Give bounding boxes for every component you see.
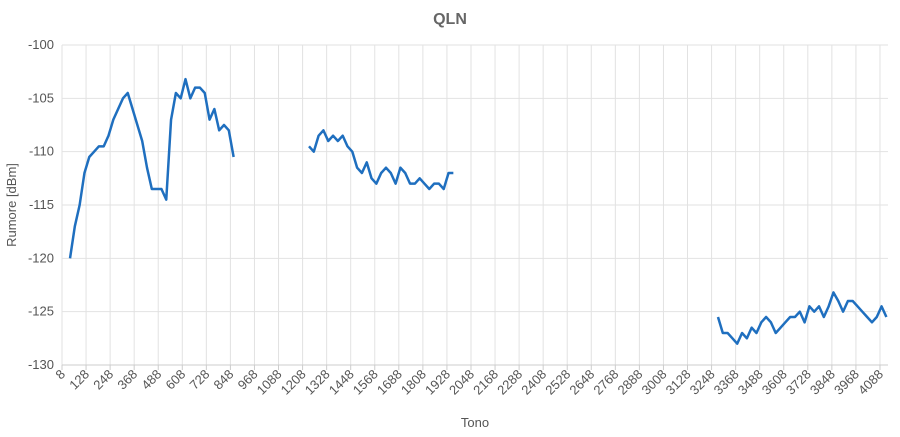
x-tick-label: 2768 (590, 367, 621, 398)
x-tick-label: 4088 (855, 367, 886, 398)
x-tick-label: 3128 (663, 367, 694, 398)
x-tick-label: 3728 (783, 367, 814, 398)
x-tick-label: 3368 (711, 367, 742, 398)
x-tick-label: 1688 (374, 367, 405, 398)
x-tick-label: 3488 (735, 367, 766, 398)
x-tick-label: 1568 (350, 367, 381, 398)
x-tick-label: 2648 (566, 367, 597, 398)
x-axis-label: Tono (461, 415, 489, 430)
x-tick-label: 2048 (446, 367, 477, 398)
y-tick-label: -120 (28, 250, 54, 265)
x-tick-label: 1808 (398, 367, 429, 398)
x-tick-label: 3848 (807, 367, 838, 398)
x-tick-label: 608 (162, 367, 188, 393)
x-tick-label: 2168 (470, 367, 501, 398)
x-tick-label: 488 (138, 367, 164, 393)
y-tick-label: -130 (28, 357, 54, 372)
x-tick-label: 3248 (687, 367, 718, 398)
x-tick-label: 1208 (278, 367, 309, 398)
x-tick-label: 2408 (518, 367, 549, 398)
x-tick-label: 728 (187, 367, 213, 393)
x-tick-label: 3008 (639, 367, 670, 398)
y-tick-label: -105 (28, 90, 54, 105)
x-tick-label: 3968 (831, 367, 862, 398)
x-tick-label: 1928 (422, 367, 453, 398)
x-tick-label: 2288 (494, 367, 525, 398)
x-tick-label: 1088 (254, 367, 285, 398)
x-tick-label: 3608 (759, 367, 790, 398)
y-tick-label: -100 (28, 37, 54, 52)
x-tick-label: 368 (114, 367, 140, 393)
x-tick-label: 1328 (302, 367, 333, 398)
y-tick-label: -110 (29, 144, 54, 159)
x-tick-label: 2888 (614, 367, 645, 398)
x-tick-label: 248 (90, 367, 116, 393)
x-tick-label: 1448 (326, 367, 357, 398)
y-tick-label: -125 (28, 304, 54, 319)
x-tick-label: 2528 (542, 367, 573, 398)
y-tick-label: -115 (29, 197, 54, 212)
x-tick-label: 128 (66, 367, 92, 393)
x-tick-label: 848 (211, 367, 237, 393)
x-tick-label: 8 (52, 367, 68, 383)
chart-title: QLN (433, 11, 467, 28)
data-line (68, 77, 888, 345)
y-axis-label: Rumore [dBm] (4, 163, 19, 247)
